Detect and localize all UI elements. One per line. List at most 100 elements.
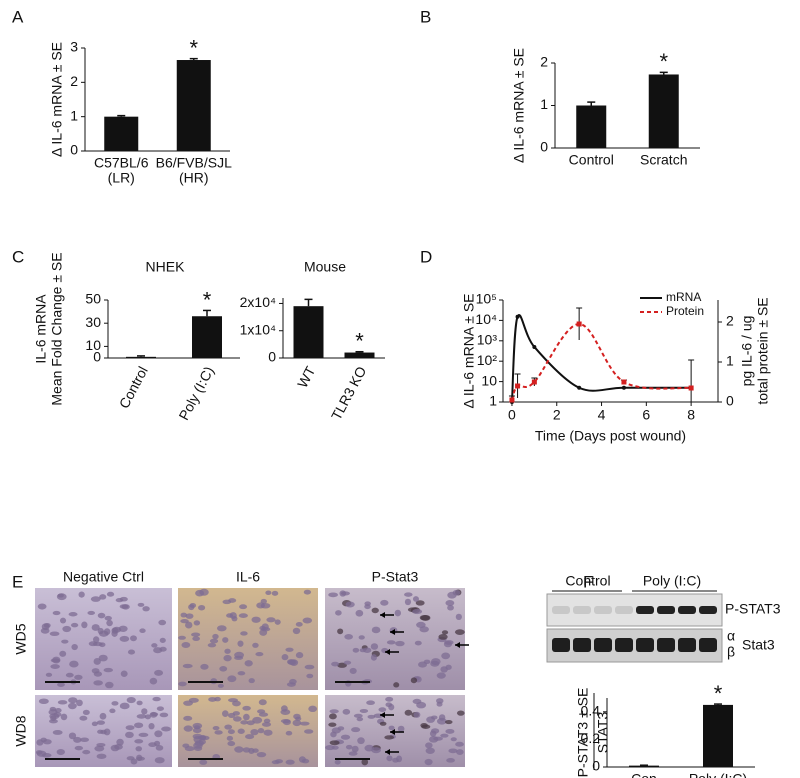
cell-nucleus (65, 672, 74, 678)
cell-nucleus (192, 636, 200, 642)
cell-nucleus (192, 722, 203, 729)
cell-nucleus (106, 591, 115, 597)
cell-nucleus (151, 643, 158, 648)
cell-nucleus (49, 631, 60, 637)
cell-nucleus (216, 625, 227, 632)
cell-nucleus (207, 642, 217, 648)
cell-nucleus (306, 673, 314, 679)
cell-nucleus (59, 617, 67, 624)
cell-nucleus (255, 651, 264, 657)
cell-nucleus (353, 713, 363, 718)
cell-nucleus (393, 682, 400, 688)
cell-nucleus (436, 672, 446, 679)
panel-letter: A (12, 7, 24, 26)
cell-nucleus (308, 705, 318, 712)
cell-nucleus (242, 705, 251, 711)
cell-nucleus (328, 592, 338, 598)
cell-nucleus (62, 625, 72, 633)
cell-nucleus (337, 628, 344, 635)
cell-nucleus (250, 729, 259, 736)
cell-nucleus (256, 752, 267, 758)
band (678, 606, 696, 614)
y-tick-label: 10² (477, 352, 498, 368)
cell-nucleus (340, 734, 351, 740)
cell-nucleus (285, 730, 293, 736)
cell-nucleus (413, 711, 421, 718)
cell-nucleus (200, 663, 209, 670)
cell-nucleus (329, 713, 337, 720)
cell-nucleus (99, 630, 109, 637)
cell-nucleus (52, 656, 61, 664)
cell-nucleus (184, 746, 195, 752)
chart-title: Mouse (304, 259, 346, 275)
cell-nucleus (395, 640, 405, 647)
cell-nucleus (357, 737, 365, 745)
cell-nucleus (97, 612, 106, 619)
cell-nucleus (251, 616, 261, 623)
cell-nucleus (212, 725, 220, 731)
column-label: P-Stat3 (372, 569, 419, 585)
cell-nucleus (243, 713, 250, 721)
cell-nucleus (142, 606, 150, 612)
cell-nucleus (304, 729, 314, 734)
cell-nucleus (392, 757, 399, 763)
cell-nucleus (68, 732, 77, 740)
cell-nucleus (430, 658, 441, 665)
cell-nucleus (331, 661, 340, 667)
cell-nucleus (136, 700, 143, 706)
cell-nucleus (35, 750, 43, 755)
cell-nucleus (233, 716, 242, 722)
cell-nucleus (99, 594, 107, 600)
cell-nucleus (76, 699, 83, 707)
cell-nucleus (49, 719, 58, 724)
cell-nucleus (257, 709, 266, 714)
cell-nucleus (361, 758, 369, 766)
cell-nucleus (281, 654, 289, 661)
column-label: IL-6 (236, 569, 260, 585)
y-tick-label: 0 (592, 758, 600, 774)
row-label: WD8 (13, 715, 29, 746)
cell-nucleus (367, 714, 376, 719)
cell-nucleus (285, 647, 294, 652)
cell-nucleus (344, 634, 353, 640)
y-axis-label: Δ IL-6 mRNA ± SE (49, 42, 65, 157)
cell-nucleus (445, 728, 455, 734)
y-tick-label: 0.2 (581, 730, 601, 746)
x-tick-label: 8 (687, 407, 695, 423)
cell-nucleus (136, 714, 147, 719)
arrow-head (455, 642, 460, 648)
significance: * (659, 49, 668, 74)
cell-nucleus (339, 590, 347, 597)
cell-nucleus (57, 593, 64, 598)
cell-nucleus (452, 589, 461, 596)
cell-nucleus (81, 621, 88, 629)
cell-nucleus (455, 741, 464, 747)
cell-nucleus (118, 625, 128, 632)
cell-nucleus (148, 722, 155, 730)
cell-nucleus (263, 729, 273, 736)
x-tick-label: Control (569, 152, 614, 168)
cell-nucleus (73, 736, 82, 743)
cell-nucleus (96, 742, 106, 748)
x-tick-label: (LR) (108, 170, 135, 186)
marker (515, 383, 521, 389)
y2-axis-label: total protein ± SE (755, 297, 771, 404)
cell-nucleus (93, 641, 103, 647)
arrow-head (385, 649, 390, 655)
cell-nucleus (358, 635, 365, 640)
y-tick-label: 2 (540, 54, 548, 70)
y-tick-label: 0 (70, 142, 78, 158)
cell-nucleus (180, 619, 189, 624)
panel-letter: E (12, 572, 23, 591)
band (615, 606, 633, 614)
marker (515, 314, 520, 319)
cell-nucleus (412, 698, 422, 704)
cell-nucleus (82, 749, 91, 755)
cell-nucleus (428, 735, 439, 743)
cell-nucleus (239, 604, 248, 610)
cell-nucleus (404, 709, 413, 716)
band-label: β (727, 644, 735, 660)
cell-nucleus (219, 666, 228, 672)
cell-nucleus (224, 724, 233, 730)
cell-nucleus (136, 754, 143, 762)
